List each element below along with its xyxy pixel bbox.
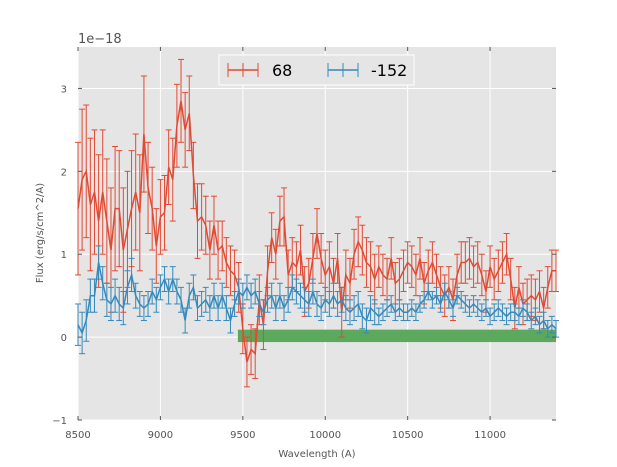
y-axis-label: Flux (erg/s/cm^2/A) [35, 183, 46, 283]
series-layer [75, 58, 559, 388]
green-band [237, 329, 556, 343]
legend-label-neg152: -152 [371, 61, 407, 80]
y-scale-offset-label: 1e−18 [78, 32, 122, 47]
x-tick-label: 8500 [65, 430, 90, 441]
x-tick-label: 10500 [392, 430, 424, 441]
y-tick-label: 2 [61, 167, 67, 178]
legend-entry-neg152 [327, 63, 359, 77]
x-tick-label: 11000 [474, 430, 506, 441]
x-tick-label: 9500 [230, 430, 255, 441]
legend-label-68: 68 [272, 61, 292, 80]
y-tick-label: 1 [61, 250, 67, 261]
axis-ticks: 8500 9000 9500 10000 10500 11000 −1 0 1 2 3 [52, 47, 556, 441]
y-tick-label: 0 [61, 333, 67, 344]
y-tick-label: 3 [61, 84, 67, 95]
legend-entry-68 [227, 63, 259, 77]
series-line [77, 262, 557, 335]
series-neg152 [75, 245, 559, 355]
legend: 68 -152 [218, 54, 415, 86]
x-tick-label: 10000 [309, 430, 341, 441]
x-tick-label: 9000 [148, 430, 173, 441]
y-tick-label: −1 [52, 416, 67, 427]
highlight-band [237, 329, 556, 343]
series-line [77, 100, 556, 363]
x-axis-label: Wavelength (A) [278, 449, 355, 460]
